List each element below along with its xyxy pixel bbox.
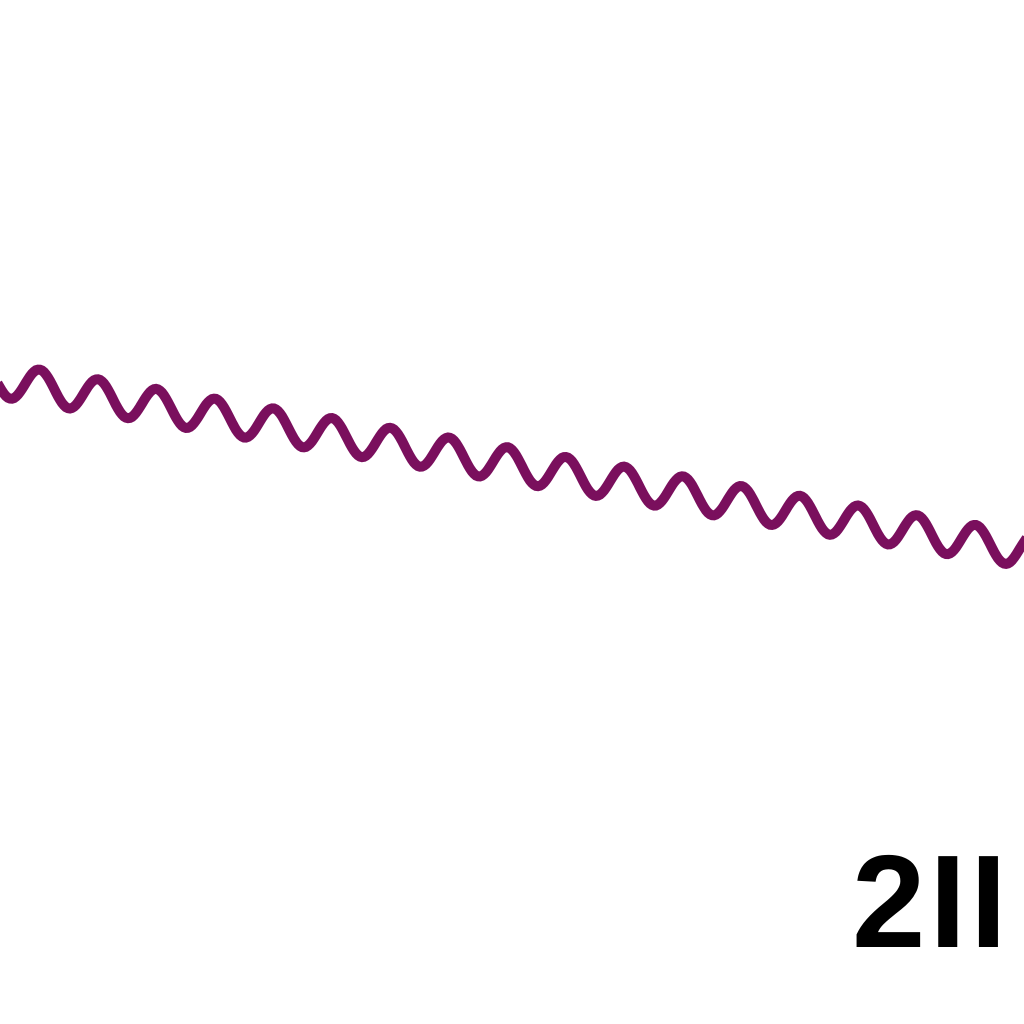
- partial-label: 2II: [852, 832, 1011, 972]
- wavy-line: [0, 364, 1024, 569]
